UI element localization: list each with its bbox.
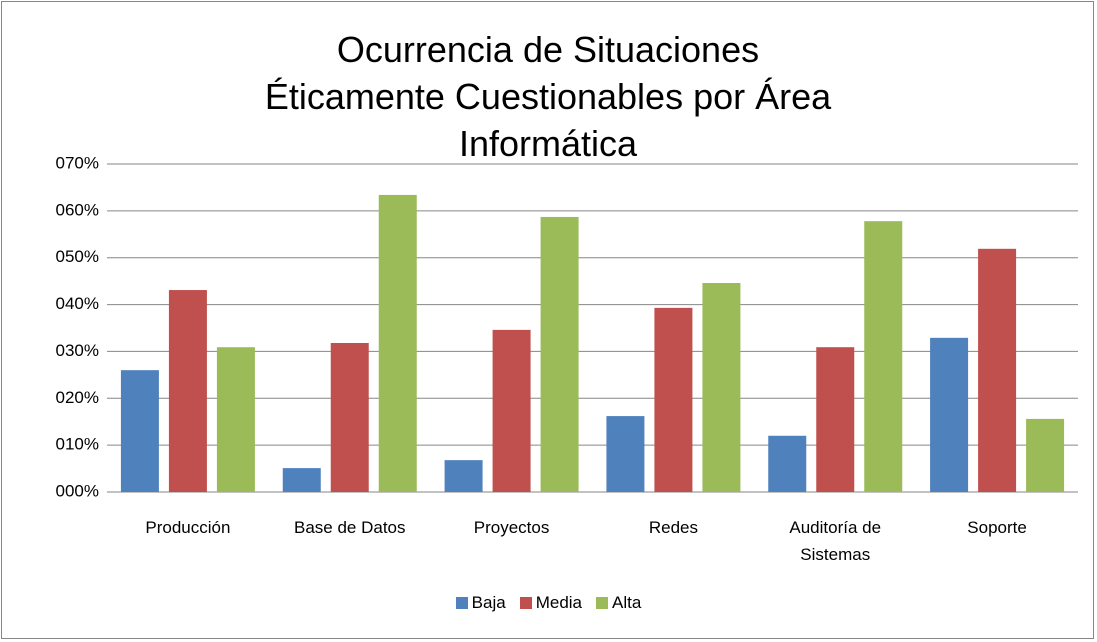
bar	[816, 347, 855, 492]
bar	[330, 342, 369, 492]
y-tick-label: 060%	[56, 200, 99, 219]
legend-label: Alta	[612, 593, 642, 612]
y-tick-label: 010%	[56, 435, 99, 454]
legend: Baja Media Alta	[0, 593, 1097, 613]
x-tick-label: Proyectos	[473, 518, 550, 537]
legend-swatch	[596, 597, 609, 609]
bar	[540, 216, 579, 492]
y-tick-label: 000%	[56, 481, 99, 500]
x-tick-label: Soporte	[967, 518, 1027, 537]
bar	[168, 290, 207, 492]
x-tick-label: Auditoría de Sistemas	[789, 518, 882, 564]
chart-title: Ocurrencia de Situaciones Éticamente Cue…	[264, 29, 832, 164]
legend-label: Media	[535, 593, 583, 612]
bar	[654, 307, 693, 492]
bar	[120, 370, 159, 492]
bar	[864, 221, 903, 492]
bar	[378, 194, 417, 492]
legend-item: Media	[519, 593, 583, 613]
bar	[216, 347, 255, 492]
bar	[606, 416, 645, 492]
bar	[492, 329, 531, 492]
y-tick-label: 050%	[56, 247, 99, 266]
x-tick-label: Base de Datos	[293, 518, 406, 537]
x-tick-label: Redes	[648, 518, 698, 537]
bar	[444, 460, 483, 492]
bar	[282, 468, 321, 492]
legend-item: Alta	[596, 593, 641, 613]
legend-swatch	[519, 597, 532, 609]
y-tick-label: 030%	[56, 341, 99, 360]
bar	[1026, 418, 1065, 492]
legend-item: Baja	[455, 593, 506, 613]
bar	[978, 248, 1017, 492]
legend-swatch	[455, 597, 468, 609]
x-tick-label: Producción	[145, 518, 231, 537]
y-tick-label: 070%	[56, 153, 99, 172]
legend-label: Baja	[471, 593, 506, 612]
bar	[702, 283, 741, 492]
bar	[930, 337, 969, 492]
bar	[768, 435, 807, 492]
y-tick-label: 020%	[56, 388, 99, 407]
y-tick-label: 040%	[56, 294, 99, 313]
